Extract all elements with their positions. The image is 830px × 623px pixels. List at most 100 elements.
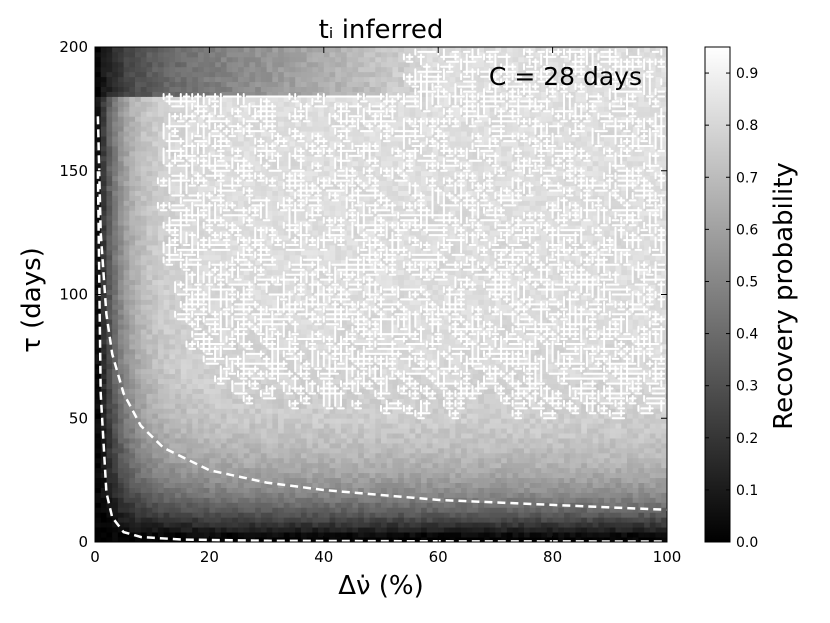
heatmap-cell	[609, 428, 616, 434]
heatmap-cell	[466, 319, 473, 325]
heatmap-cell	[392, 413, 399, 419]
heatmap-cell	[106, 388, 113, 394]
heatmap-cell	[180, 393, 187, 399]
heatmap-cell	[329, 383, 336, 389]
heatmap-cell	[186, 423, 193, 429]
heatmap-cell	[655, 447, 662, 454]
heatmap-cell	[415, 443, 422, 449]
heatmap-cell	[586, 433, 594, 439]
heatmap-cell	[175, 299, 182, 305]
heatmap-cell	[346, 527, 353, 533]
heatmap-cell	[495, 472, 502, 479]
heatmap-cell	[232, 408, 239, 414]
heatmap-cell	[369, 408, 376, 414]
heatmap-cell	[472, 467, 479, 474]
heatmap-cell	[598, 353, 605, 360]
heatmap-cell	[472, 393, 479, 399]
heatmap-cell	[192, 497, 199, 503]
heatmap-cell	[358, 363, 365, 370]
heatmap-cell	[112, 348, 119, 355]
heatmap-cell	[564, 527, 571, 533]
heatmap-cell	[449, 344, 456, 350]
heatmap-cell	[438, 373, 445, 380]
heatmap-cell	[232, 368, 239, 375]
heatmap-cell	[581, 353, 588, 360]
heatmap-cell	[135, 324, 142, 330]
heatmap-cell	[443, 388, 451, 394]
heatmap-cell	[180, 334, 187, 340]
heatmap-cell	[272, 492, 279, 498]
heatmap-cell	[529, 482, 536, 488]
heatmap-cell	[564, 438, 571, 444]
heatmap-cell	[615, 348, 622, 355]
heatmap-cell	[375, 294, 382, 300]
heatmap-cell	[323, 339, 330, 345]
heatmap-cell	[518, 344, 525, 350]
heatmap-cell	[483, 447, 491, 454]
heatmap-cell	[306, 428, 313, 434]
heatmap-cell	[415, 324, 422, 330]
heatmap-cell	[123, 383, 130, 389]
heatmap-cell	[300, 492, 308, 498]
heatmap-cell	[386, 418, 393, 424]
heatmap-cell	[489, 329, 496, 335]
heatmap-cell	[575, 522, 582, 528]
heatmap-cell	[483, 408, 491, 414]
heatmap-cell	[415, 408, 422, 414]
heatmap-cell	[140, 373, 147, 380]
heatmap-cell	[283, 527, 290, 533]
heatmap-cell	[129, 373, 136, 380]
heatmap-cell	[163, 462, 170, 469]
heatmap-cell	[340, 532, 348, 538]
heatmap-cell	[180, 339, 187, 345]
heatmap-cell	[209, 378, 216, 384]
heatmap-cell	[117, 388, 124, 394]
heatmap-cell	[186, 497, 193, 503]
heatmap-cell	[581, 447, 588, 454]
heatmap-cell	[329, 423, 336, 429]
heatmap-cell	[197, 502, 205, 508]
heatmap-cell	[632, 413, 639, 419]
heatmap-cell	[186, 324, 193, 330]
heatmap-cell	[403, 472, 410, 479]
heatmap-cell	[157, 314, 165, 320]
heatmap-cell	[529, 487, 536, 493]
heatmap-cell	[604, 532, 611, 538]
heatmap-cell	[220, 329, 227, 335]
heatmap-cell	[483, 388, 491, 394]
heatmap-cell	[569, 363, 576, 370]
heatmap-cell	[129, 423, 136, 429]
heatmap-cell	[586, 467, 594, 474]
heatmap-cell	[398, 447, 405, 454]
heatmap-cell	[621, 517, 628, 523]
heatmap-cell	[501, 309, 508, 315]
heatmap-cell	[375, 378, 382, 384]
heatmap-cell	[529, 353, 536, 360]
heatmap-cell	[661, 428, 667, 434]
heatmap-cell	[129, 324, 136, 330]
heatmap-cell	[186, 393, 193, 399]
heatmap-cell	[438, 324, 445, 330]
heatmap-cell	[466, 492, 473, 498]
heatmap-cell	[186, 314, 193, 320]
heatmap-cell	[506, 383, 513, 389]
heatmap-cell	[295, 537, 302, 542]
heatmap-cell	[461, 492, 468, 498]
heatmap-cell	[129, 438, 136, 444]
heatmap-cell	[626, 299, 634, 305]
heatmap-cell	[586, 408, 594, 414]
heatmap-cell	[272, 378, 279, 384]
heatmap-cell	[615, 408, 622, 414]
heatmap-cell	[552, 299, 559, 305]
heatmap-cell	[180, 329, 187, 335]
heatmap-cell	[152, 428, 159, 434]
heatmap-cell	[552, 314, 559, 320]
heatmap-cell	[375, 329, 382, 335]
heatmap-cell	[363, 467, 370, 474]
heatmap-cell	[609, 294, 616, 300]
heatmap-cell	[175, 348, 182, 355]
heatmap-cell	[163, 457, 170, 464]
heatmap-cell	[598, 492, 605, 498]
heatmap-cell	[180, 324, 187, 330]
heatmap-cell	[369, 438, 376, 444]
